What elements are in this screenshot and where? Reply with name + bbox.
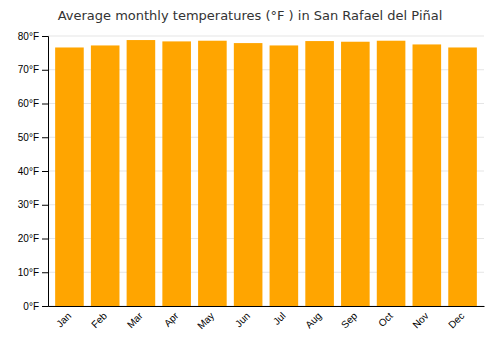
tick-label: Nov	[410, 310, 430, 330]
bars	[55, 40, 477, 306]
tick-label: Dec	[446, 310, 466, 330]
bar	[305, 41, 334, 306]
x-axis: Jan Feb Mar Apr May Jun Jul Aug Sep Oct Nov Dec	[49, 307, 485, 332]
tick: Nov	[410, 310, 430, 330]
tick-label: 20°F	[18, 233, 39, 244]
tick-label: Jul	[271, 310, 288, 327]
tick: Jul	[271, 310, 288, 327]
tick-label: 0°F	[23, 301, 39, 312]
tick: May	[195, 310, 216, 331]
bar	[448, 47, 477, 306]
tick-mark	[42, 70, 48, 71]
tick-mark	[42, 137, 48, 138]
tick-label: Sep	[339, 310, 360, 331]
tick-label: Aug	[303, 310, 323, 330]
tick: Mar	[125, 310, 145, 330]
chart: Average monthly temperatures (°F ) in Sa…	[0, 0, 500, 350]
tick-label: 80°F	[18, 31, 39, 42]
tick: Jan	[54, 310, 73, 329]
tick: Feb	[89, 310, 109, 330]
tick-label: May	[195, 310, 216, 331]
tick-label: Apr	[162, 310, 181, 329]
tick: 70°F	[18, 64, 48, 75]
axis-line	[49, 306, 485, 307]
bar	[198, 41, 227, 306]
plot: 0°F 10°F 20°F 30°F 40°F 50°F 60°F 70°F 80°F Jan Fe…	[18, 31, 485, 332]
tick: 40°F	[18, 166, 48, 177]
tick-label: Jan	[54, 310, 73, 329]
bar	[270, 45, 299, 306]
tick: 20°F	[18, 233, 48, 244]
tick: 10°F	[18, 267, 48, 278]
bar	[234, 43, 263, 306]
grid-line	[48, 36, 484, 37]
bar	[341, 42, 370, 306]
grid	[48, 36, 484, 306]
tick: Sep	[339, 310, 360, 331]
title: Average monthly temperatures (°F ) in Sa…	[58, 8, 443, 23]
tick-mark	[42, 272, 48, 273]
tick-mark	[42, 171, 48, 172]
tick: 60°F	[18, 98, 48, 109]
tick-label: 60°F	[18, 98, 39, 109]
tick-mark	[42, 36, 48, 37]
tick-label: Mar	[125, 310, 145, 330]
tick-mark	[42, 205, 48, 206]
y-axis: 0°F 10°F 20°F 30°F 40°F 50°F 60°F 70°F 80°F	[18, 31, 49, 312]
bar	[162, 41, 191, 306]
tick-label: 50°F	[18, 132, 39, 143]
tick: Aug	[303, 310, 323, 330]
tick-label: 10°F	[18, 267, 39, 278]
tick: 0°F	[23, 301, 48, 312]
tick: Dec	[446, 310, 466, 330]
bar	[413, 44, 442, 306]
bar	[91, 45, 120, 306]
tick-label: 70°F	[18, 64, 39, 75]
tick-mark	[42, 306, 48, 307]
tick: 80°F	[18, 31, 48, 42]
tick-label: 40°F	[18, 166, 39, 177]
bar	[55, 47, 84, 306]
tick: Jun	[233, 310, 252, 329]
tick: Apr	[162, 310, 181, 329]
tick: Oct	[376, 310, 395, 329]
tick-label: 30°F	[18, 199, 39, 210]
tick-label: Feb	[89, 310, 109, 330]
tick: 30°F	[18, 199, 48, 210]
tick-label: Oct	[376, 310, 395, 329]
bar	[377, 41, 406, 306]
tick: 50°F	[18, 132, 48, 143]
bar	[127, 40, 156, 306]
tick-mark	[42, 104, 48, 105]
tick-mark	[42, 239, 48, 240]
tick-label: Jun	[233, 310, 252, 329]
axis-line	[42, 37, 49, 307]
